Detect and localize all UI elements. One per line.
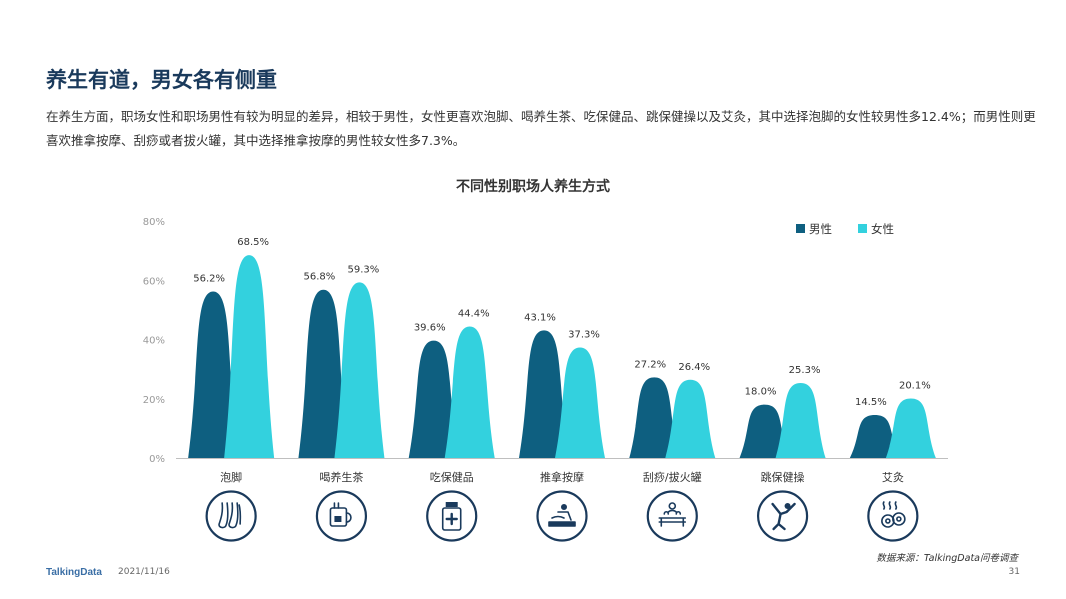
bar-female [775, 383, 826, 458]
data-label: 44.4% [458, 308, 490, 319]
legend-swatch-female [858, 224, 867, 233]
medicine-bottle-icon-glyph [441, 502, 462, 531]
exercise-icon-glyph [771, 502, 796, 531]
data-label: 20.1% [899, 380, 931, 391]
category-label: 跳保健操 [761, 470, 805, 484]
talkingdata-logo: TalkingData [46, 567, 102, 578]
page-number: 31 [1008, 567, 1020, 577]
category-label: 推拿按摩 [540, 470, 584, 484]
bar-female [334, 282, 385, 458]
massage-icon-glyph [548, 504, 576, 527]
data-label: 27.2% [634, 359, 666, 370]
category-label: 吃保健品 [430, 470, 474, 484]
data-label: 56.2% [193, 274, 225, 285]
data-label: 56.8% [304, 272, 336, 283]
bar-female [885, 398, 936, 458]
bar-male [408, 340, 459, 458]
data-label: 43.1% [524, 312, 556, 323]
data-label: 68.5% [237, 237, 269, 248]
slide-title: 养生有道，男女各有侧重 [46, 68, 277, 92]
category-label: 泡脚 [220, 470, 242, 484]
data-label: 39.6% [414, 323, 446, 334]
bar-female [224, 255, 275, 458]
bar-male [849, 415, 900, 458]
cupping-icon [646, 490, 698, 542]
legend-swatch-male [796, 224, 805, 233]
data-label: 59.3% [348, 264, 380, 275]
y-tick-label: 0% [149, 454, 165, 465]
category-label: 刮痧/拔火罐 [643, 470, 702, 484]
y-tick-label: 80% [143, 217, 165, 228]
legend-label-female: 女性 [871, 222, 894, 236]
data-source: 数据来源：TalkingData问卷调查 [876, 553, 1018, 564]
feet-icon-glyph [218, 502, 242, 529]
exercise-icon [756, 490, 809, 542]
bar-male [519, 330, 569, 458]
legend-label-male: 男性 [809, 222, 832, 236]
bar-female [665, 379, 716, 458]
slide-description: 在养生方面，职场女性和职场男性有较为明显的差异，相较于男性，女性更喜欢泡脚、喝养… [46, 109, 1036, 148]
data-label: 26.4% [678, 362, 710, 373]
y-tick-label: 40% [143, 336, 165, 347]
data-label: 14.5% [855, 397, 887, 408]
category-label: 艾灸 [882, 470, 904, 484]
bar-male [629, 377, 680, 458]
massage-icon [536, 490, 588, 542]
bar-male [188, 291, 239, 458]
data-label: 18.0% [745, 387, 777, 398]
data-label: 25.3% [789, 365, 821, 376]
footer-date: 2021/11/16 [118, 567, 170, 577]
cupping-icon-glyph [658, 502, 687, 527]
y-tick-label: 20% [143, 395, 165, 406]
moxibustion-icon-glyph [881, 501, 906, 528]
bar-female [444, 326, 495, 458]
category-label: 喝养生茶 [319, 470, 363, 484]
y-tick-label: 60% [143, 276, 165, 287]
data-label: 37.3% [568, 329, 600, 340]
bar-male [298, 289, 349, 458]
bar-male [739, 404, 790, 458]
tea-cup-icon-glyph [329, 502, 352, 527]
bar-female [555, 347, 605, 458]
chart-title: 不同性别职场人养生方式 [456, 179, 610, 195]
